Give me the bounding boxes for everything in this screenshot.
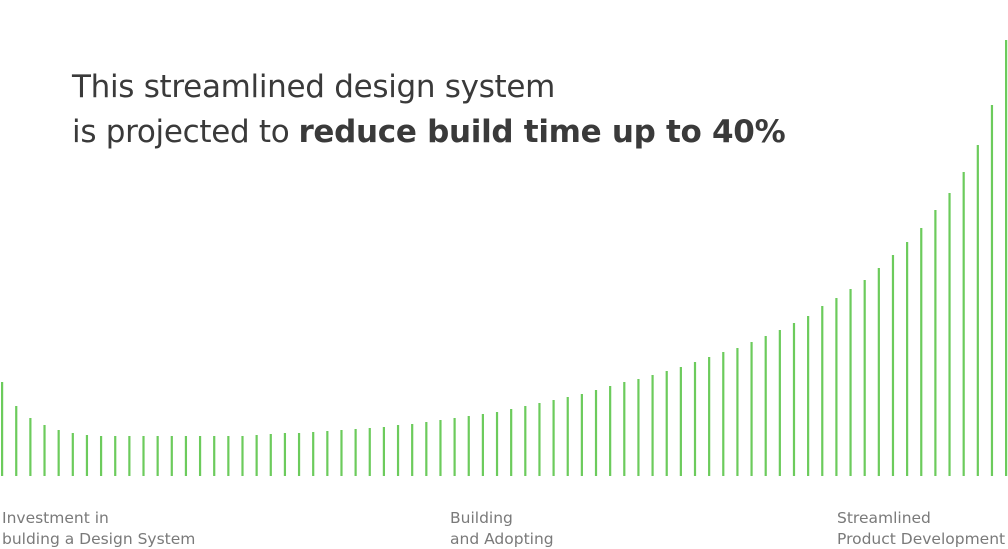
bar xyxy=(227,436,230,476)
bar xyxy=(425,422,428,476)
bar xyxy=(679,367,682,476)
bar xyxy=(538,403,541,476)
bar xyxy=(764,336,767,476)
bar xyxy=(651,375,654,476)
bar xyxy=(382,427,386,476)
bar xyxy=(269,434,272,476)
bar xyxy=(57,430,60,476)
bar xyxy=(396,425,400,476)
bar xyxy=(736,348,739,476)
bar xyxy=(807,316,810,476)
bar xyxy=(326,431,329,476)
bar xyxy=(722,352,725,476)
bar xyxy=(283,433,287,476)
bar xyxy=(821,306,824,476)
bar xyxy=(934,210,937,476)
title-bold: reduce build time up to 40% xyxy=(298,114,785,150)
stage-label: bulding a Design System xyxy=(2,530,195,548)
bar xyxy=(114,436,117,476)
bar xyxy=(312,432,315,476)
bar xyxy=(453,418,456,476)
bar xyxy=(340,430,343,476)
bar xyxy=(708,357,711,476)
bar xyxy=(524,406,527,476)
bar xyxy=(566,397,569,476)
bar xyxy=(891,255,895,476)
bar xyxy=(637,379,640,476)
bar xyxy=(693,362,697,476)
bar xyxy=(1005,40,1008,476)
bar xyxy=(849,289,852,476)
bar xyxy=(439,420,442,476)
bar xyxy=(99,436,103,476)
title-line: is projected to reduce build time up to 4… xyxy=(72,114,786,150)
bar xyxy=(594,390,598,476)
bar xyxy=(255,435,258,476)
title-regular: is projected to xyxy=(72,114,289,150)
bar xyxy=(71,433,74,476)
bar xyxy=(962,172,965,476)
bar xyxy=(198,436,202,476)
stage-label: Building xyxy=(450,509,513,527)
bar xyxy=(142,436,145,476)
bar xyxy=(792,323,796,476)
bar xyxy=(128,436,131,476)
bar xyxy=(863,280,866,476)
bar xyxy=(948,193,951,476)
bar xyxy=(411,424,414,476)
bar xyxy=(481,414,484,476)
stage-label: and Adopting xyxy=(450,530,554,548)
bar xyxy=(354,429,357,476)
bar xyxy=(15,406,18,476)
stage-label: Streamlined xyxy=(837,509,931,527)
bar xyxy=(170,436,173,476)
stage-label: Product Development xyxy=(837,530,1005,548)
bar xyxy=(467,416,470,476)
bar xyxy=(835,298,838,476)
bar xyxy=(920,228,923,476)
bar xyxy=(43,425,46,476)
bar xyxy=(609,386,612,476)
bar xyxy=(665,371,668,476)
title-line: This streamlined design system xyxy=(71,69,555,105)
bar xyxy=(495,412,499,476)
bar xyxy=(368,428,371,476)
bar xyxy=(552,400,555,476)
bar xyxy=(580,394,583,476)
bar xyxy=(1,382,4,476)
bar xyxy=(877,268,880,476)
bar xyxy=(297,433,301,476)
bar xyxy=(29,418,32,476)
bar xyxy=(778,330,781,476)
bar xyxy=(510,409,513,476)
bar xyxy=(184,436,188,476)
bar xyxy=(241,436,244,476)
bar xyxy=(623,382,626,476)
bar xyxy=(213,436,216,476)
bar xyxy=(156,436,159,476)
bar xyxy=(990,105,994,476)
stage-label: Investment in xyxy=(2,509,109,527)
bar xyxy=(976,145,979,476)
bar xyxy=(906,242,909,476)
bar xyxy=(85,435,89,476)
bar xyxy=(750,342,753,476)
